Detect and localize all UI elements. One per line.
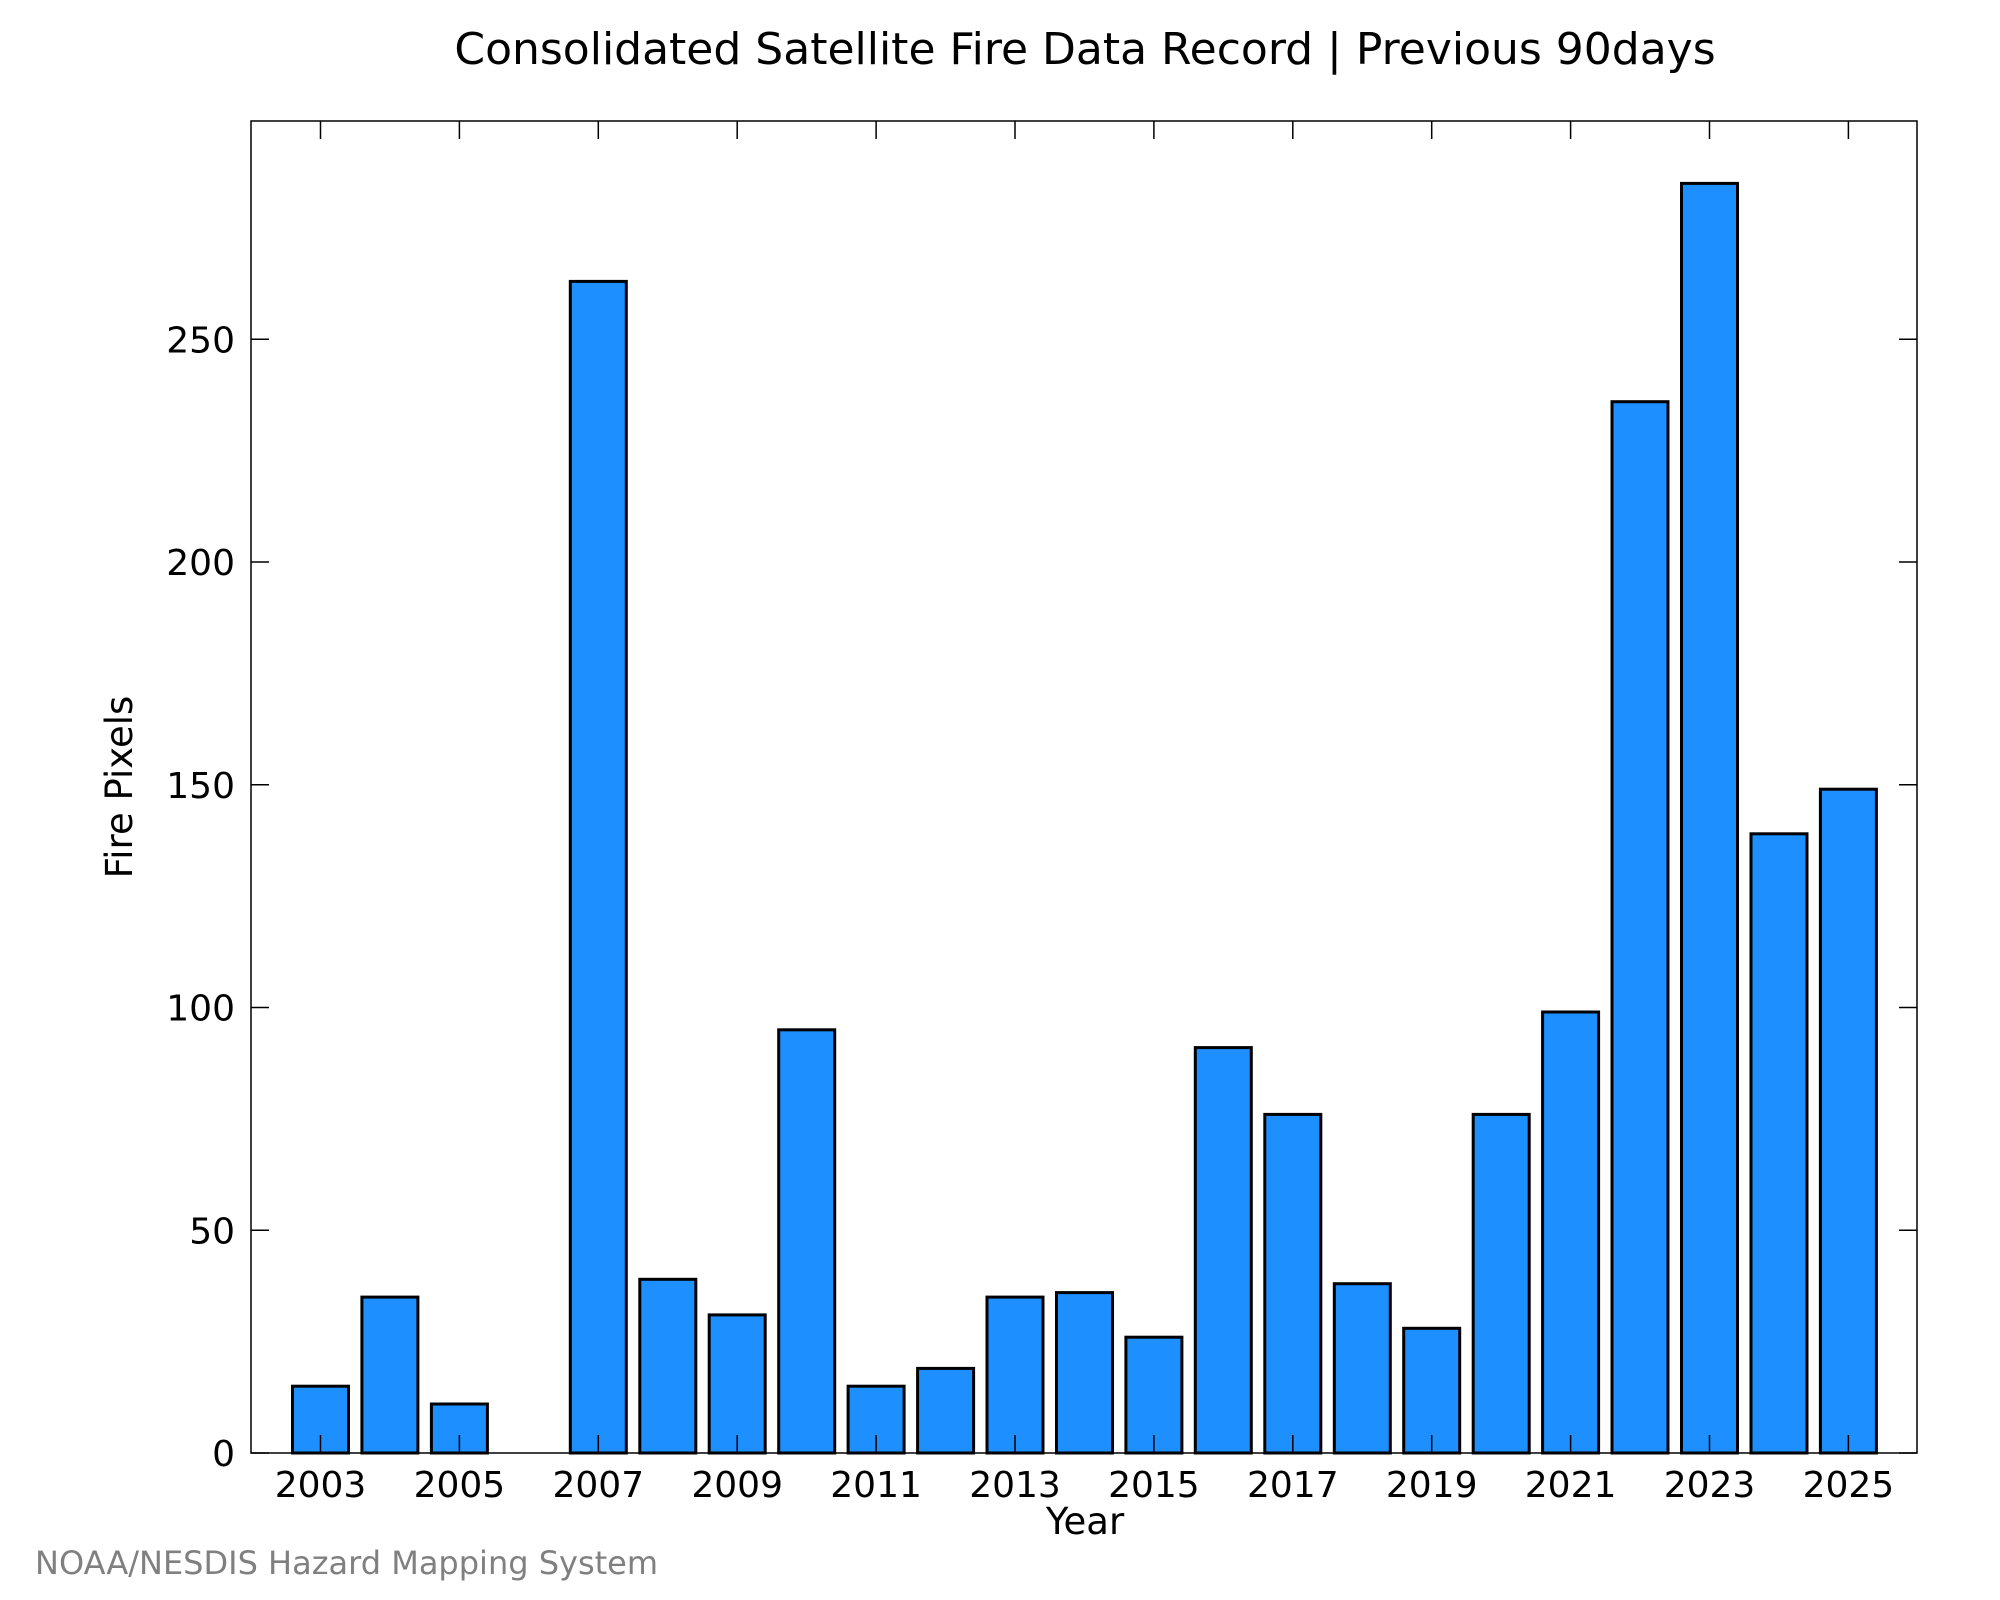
y-tick-label-150: 150 (166, 766, 235, 807)
x-tick-label-2013: 2013 (969, 1465, 1061, 1506)
bar-2023 (1680, 181, 1739, 1455)
bar-2020 (1471, 1112, 1531, 1455)
bar-2007 (568, 279, 628, 1455)
x-tick-label-2023: 2023 (1664, 1465, 1756, 1506)
credit-text: NOAA/NESDIS Hazard Mapping System (35, 1544, 658, 1582)
x-tick-label-2005: 2005 (414, 1465, 506, 1506)
bar-2017 (1263, 1112, 1323, 1455)
bar-2004 (360, 1295, 420, 1455)
x-tick-label-2015: 2015 (1108, 1465, 1200, 1506)
bar-2013 (985, 1295, 1045, 1455)
bar-2024 (1749, 832, 1809, 1455)
x-tick-label-2007: 2007 (552, 1465, 644, 1506)
y-tick-label-50: 50 (189, 1211, 235, 1252)
bar-2009 (707, 1313, 767, 1455)
x-tick-label-2021: 2021 (1525, 1465, 1617, 1506)
bar-2012 (916, 1366, 976, 1455)
y-axis-label: Fire Pixels (98, 696, 141, 879)
bar-2015 (1124, 1335, 1184, 1455)
bar-2025 (1818, 787, 1878, 1455)
bar-2018 (1332, 1282, 1392, 1455)
x-tick-label-2003: 2003 (275, 1465, 367, 1506)
bar-2022 (1610, 400, 1670, 1455)
x-tick-label-2009: 2009 (691, 1465, 783, 1506)
bar-2021 (1541, 1010, 1601, 1455)
y-tick-label-100: 100 (166, 989, 235, 1030)
y-tick-label-200: 200 (166, 543, 235, 584)
plot-frame (250, 120, 1918, 1454)
bar-2008 (638, 1277, 698, 1455)
x-tick-label-2019: 2019 (1386, 1465, 1478, 1506)
y-tick-label-250: 250 (166, 320, 235, 361)
bar-2019 (1402, 1326, 1462, 1455)
bar-2016 (1193, 1046, 1253, 1455)
x-tick-label-2011: 2011 (830, 1465, 922, 1506)
bar-2014 (1055, 1291, 1114, 1455)
x-tick-label-2025: 2025 (1803, 1465, 1895, 1506)
bar-2010 (777, 1028, 837, 1455)
x-axis-label: Year (1045, 1500, 1125, 1543)
x-axis: 2003 2005 2007 2009 2011 2013 2015 2017 2019 2021… (275, 121, 1895, 1506)
x-tick-label-2017: 2017 (1247, 1465, 1339, 1506)
bars-group (291, 181, 1878, 1455)
y-tick-label-0: 0 (212, 1434, 235, 1475)
chart-title: Consolidated Satellite Fire Data Record … (454, 24, 1715, 75)
y-axis: 0 50 100 150 200 250 (166, 320, 1917, 1475)
